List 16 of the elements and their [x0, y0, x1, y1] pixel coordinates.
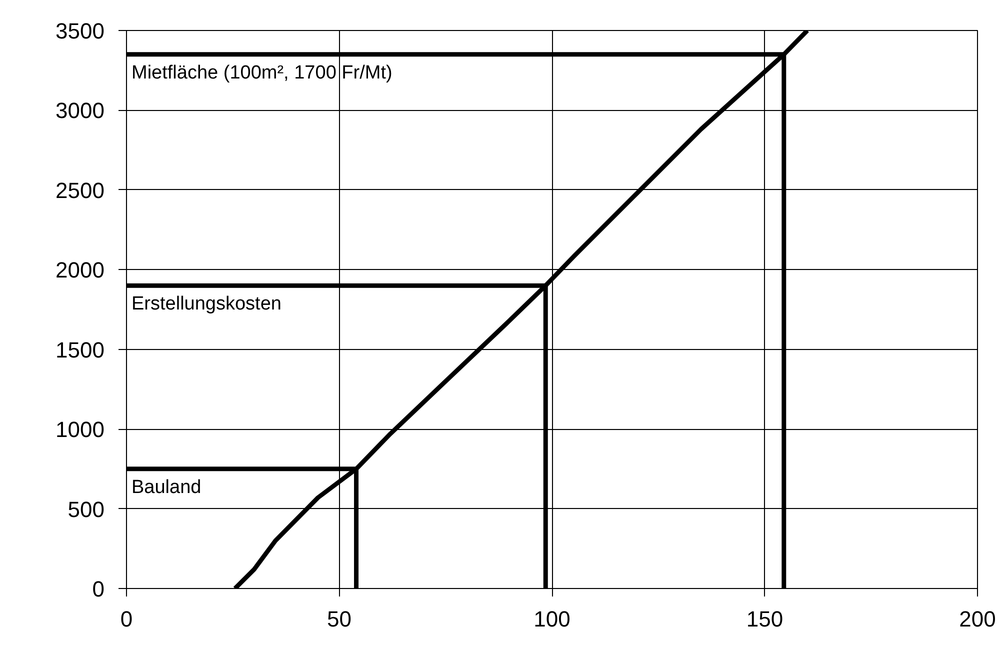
- y-tick-label: 2000: [56, 258, 105, 283]
- y-tick-label: 1000: [56, 417, 105, 442]
- y-tick-label: 3000: [56, 98, 105, 124]
- y-tick-label: 3500: [56, 18, 105, 44]
- annotation: Erstellungskosten: [132, 294, 282, 315]
- annotation: Bauland: [132, 476, 202, 498]
- y-tick-label: 1500: [56, 337, 105, 362]
- x-tick-label: 100: [534, 606, 570, 632]
- x-tick-label: 0: [120, 606, 133, 632]
- y-tick-label: 2500: [56, 178, 105, 203]
- x-tick-label: 150: [746, 606, 784, 632]
- y-tick-label: 0: [92, 576, 105, 602]
- y-tick-label: 500: [68, 496, 105, 522]
- x-tick-label: 50: [327, 606, 352, 632]
- annotation: Mietfläche (100m², 1700 Fr/Mt): [132, 62, 392, 84]
- x-tick-label: 200: [959, 606, 996, 632]
